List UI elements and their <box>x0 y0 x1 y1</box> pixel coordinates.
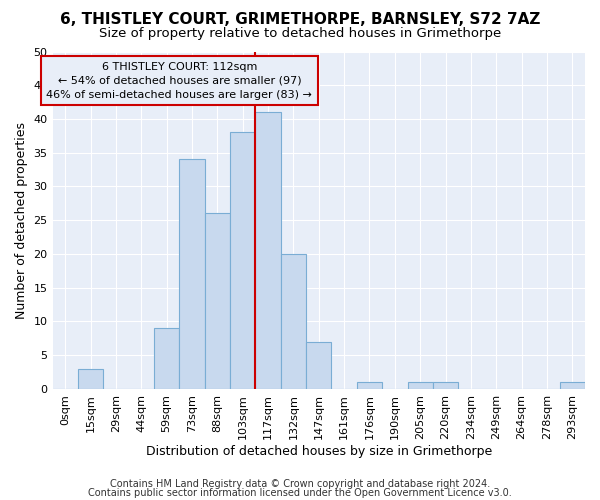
Bar <box>179 160 205 389</box>
Text: 6 THISTLEY COURT: 112sqm
← 54% of detached houses are smaller (97)
46% of semi-d: 6 THISTLEY COURT: 112sqm ← 54% of detach… <box>46 62 312 100</box>
X-axis label: Distribution of detached houses by size in Grimethorpe: Distribution of detached houses by size … <box>146 444 492 458</box>
Bar <box>433 382 458 389</box>
Bar <box>154 328 179 389</box>
Text: Contains HM Land Registry data © Crown copyright and database right 2024.: Contains HM Land Registry data © Crown c… <box>110 479 490 489</box>
Text: Size of property relative to detached houses in Grimethorpe: Size of property relative to detached ho… <box>99 28 501 40</box>
Text: 6, THISTLEY COURT, GRIMETHORPE, BARNSLEY, S72 7AZ: 6, THISTLEY COURT, GRIMETHORPE, BARNSLEY… <box>60 12 540 28</box>
Bar <box>281 254 306 389</box>
Bar <box>256 112 281 389</box>
Bar <box>306 342 331 389</box>
Bar <box>560 382 585 389</box>
Bar <box>205 214 230 389</box>
Text: Contains public sector information licensed under the Open Government Licence v3: Contains public sector information licen… <box>88 488 512 498</box>
Bar <box>357 382 382 389</box>
Bar <box>78 368 103 389</box>
Bar <box>230 132 256 389</box>
Bar <box>407 382 433 389</box>
Y-axis label: Number of detached properties: Number of detached properties <box>15 122 28 318</box>
